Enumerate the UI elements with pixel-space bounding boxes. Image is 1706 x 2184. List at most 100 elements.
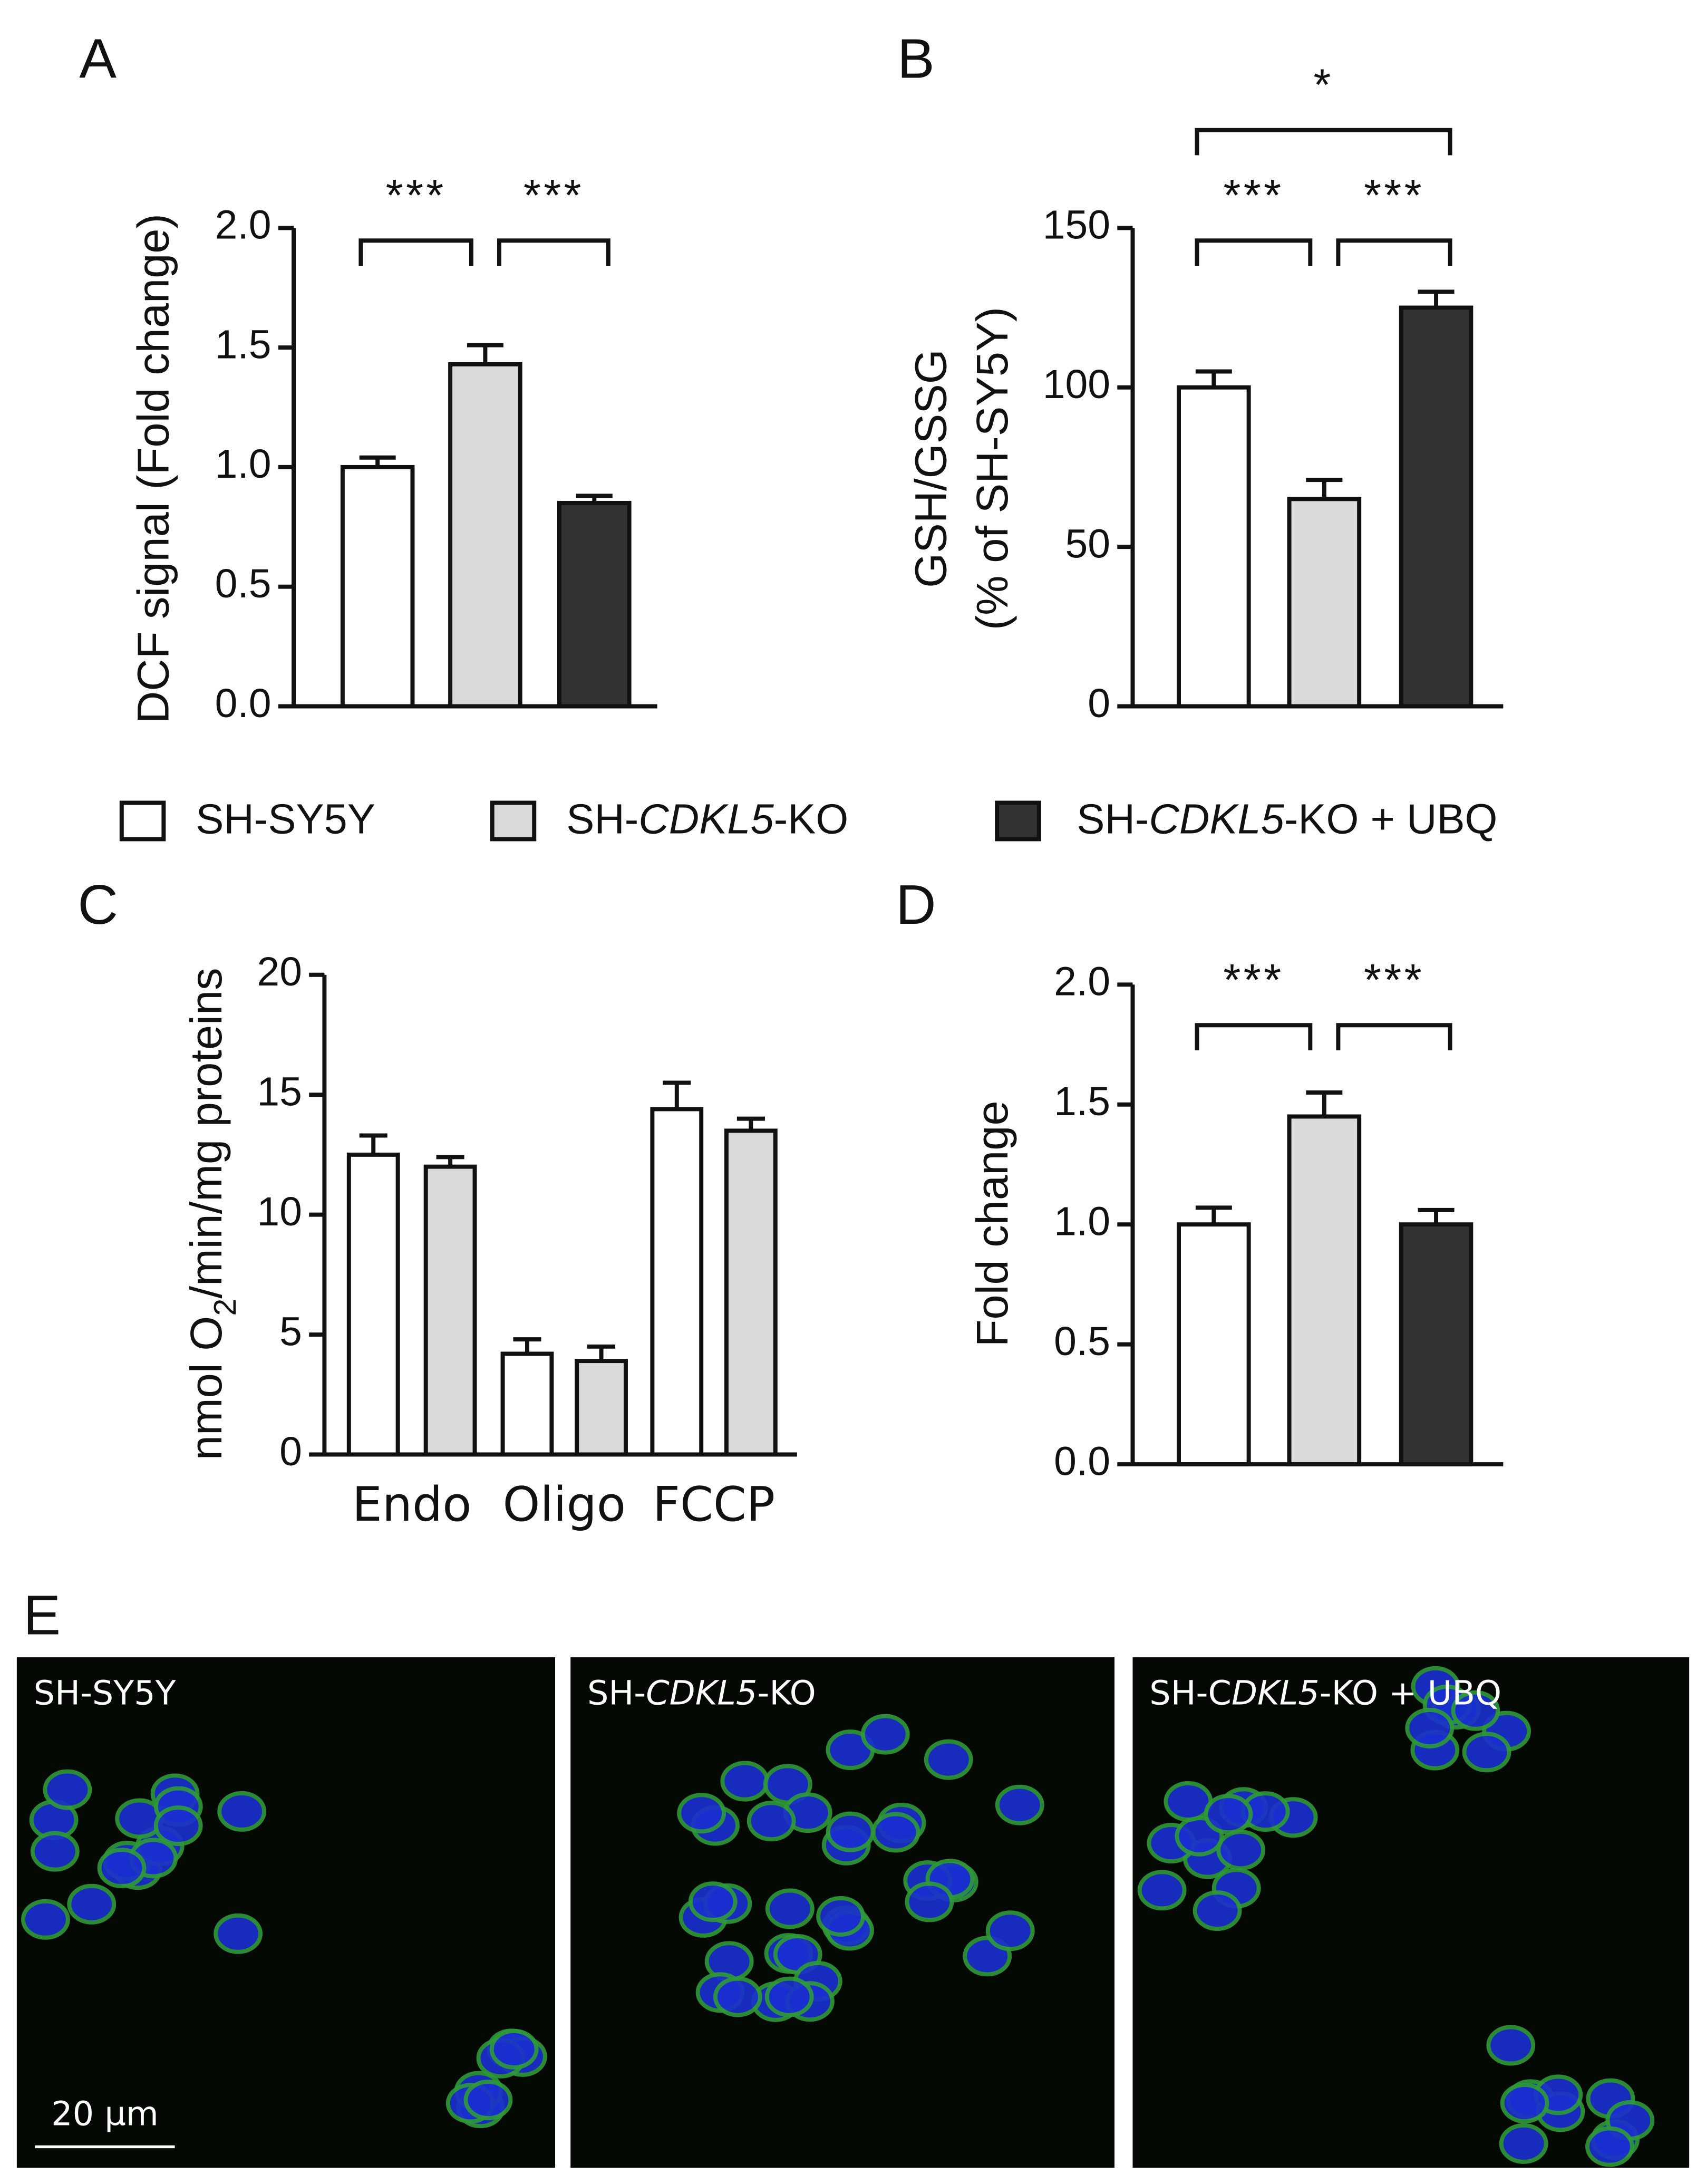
- image-label: SH-CDKL5-KO + UBQ: [1149, 1674, 1501, 1713]
- panel-letter: A: [79, 27, 117, 90]
- text-part: 2: [207, 1299, 243, 1316]
- error-bar: [587, 1344, 616, 1361]
- bar: [650, 1107, 704, 1457]
- significance-label: ***: [1364, 954, 1424, 1004]
- axes: [292, 228, 657, 709]
- text-part: -KO + UBQ: [1320, 1674, 1501, 1713]
- significance-label: ***: [386, 170, 447, 220]
- axes: [1130, 228, 1504, 709]
- panel-letter: E: [23, 1584, 61, 1647]
- bar: [575, 1359, 628, 1457]
- bar: [1287, 1114, 1362, 1467]
- legend-label: SH-CDKL5-KO + UBQ: [1077, 796, 1497, 843]
- text-part: SH-: [587, 1674, 646, 1713]
- legend-swatch: [995, 800, 1041, 842]
- image-label: SH-SY5Y: [34, 1674, 176, 1713]
- cell: [720, 1761, 770, 1802]
- y-tick-label: 100: [1043, 362, 1110, 407]
- cell: [1499, 2123, 1548, 2164]
- text-part: CDKL5: [646, 1674, 757, 1713]
- error-bar: [467, 343, 503, 364]
- significance-bracket: [358, 238, 473, 266]
- y-tick-label: 10: [257, 1189, 302, 1234]
- y-axis-label: (% of SH-SY5Y): [967, 307, 1017, 630]
- significance-bracket: [1195, 128, 1452, 156]
- y-tick-label: 150: [1043, 202, 1110, 248]
- text-part: SH-SY5Y: [196, 796, 375, 843]
- y-axis-label: DCF signal (Fold change): [128, 214, 178, 723]
- cell: [1486, 2025, 1536, 2066]
- text-part: -KO: [757, 1674, 816, 1713]
- error-bar: [359, 1133, 387, 1155]
- cell: [1193, 1890, 1242, 1931]
- legend-swatch: [119, 800, 166, 842]
- legend-label: SH-SY5Y: [196, 796, 375, 843]
- y-tick-label: 5: [279, 1309, 302, 1354]
- bar: [1177, 385, 1251, 709]
- y-tick-label: 50: [1065, 521, 1110, 566]
- error-bar: [1195, 369, 1232, 388]
- significance-label: *: [1313, 60, 1333, 110]
- error-bar: [1418, 1207, 1455, 1225]
- significance-bracket: [1336, 238, 1452, 266]
- cell: [688, 1881, 738, 1922]
- cell: [765, 1888, 815, 1929]
- cell: [677, 1793, 726, 1834]
- legend-label: SH-CDKL5-KO: [566, 796, 848, 843]
- y-tick-label: 0.0: [1054, 1438, 1110, 1484]
- cell: [905, 1881, 954, 1922]
- cell: [747, 1801, 796, 1842]
- significance-bracket: [1336, 1023, 1452, 1050]
- cell: [860, 1714, 910, 1755]
- panel-letter: D: [896, 874, 936, 936]
- y-tick-label: 0.5: [215, 561, 272, 606]
- text-part: -KO: [774, 796, 848, 843]
- cell: [153, 1805, 203, 1847]
- cell: [924, 1739, 973, 1780]
- cell: [217, 1791, 267, 1832]
- bar: [500, 1351, 554, 1457]
- y-tick-label: 1.0: [1054, 1199, 1110, 1244]
- text-part: /min/mg proteins: [181, 968, 231, 1298]
- legend-swatch: [490, 800, 537, 842]
- y-axis-label: nmol O2/min/mg proteins: [181, 968, 243, 1460]
- bar: [1399, 305, 1474, 709]
- y-tick-label: 1.5: [215, 322, 272, 367]
- bar: [724, 1128, 778, 1457]
- cell: [463, 2080, 513, 2121]
- cell: [871, 1812, 920, 1853]
- cell: [489, 2028, 539, 2070]
- error-bar: [663, 1080, 691, 1109]
- y-tick-label: 15: [257, 1069, 302, 1114]
- significance-bracket: [1195, 1023, 1313, 1050]
- cell: [1137, 1870, 1187, 1911]
- cell: [1216, 1830, 1266, 1871]
- text-part: SH-: [566, 796, 638, 843]
- cell: [995, 1784, 1044, 1825]
- y-tick-label: 2.0: [215, 202, 272, 248]
- x-tick-label: FCCP: [653, 1477, 775, 1532]
- y-tick-label: 0: [279, 1429, 302, 1474]
- error-bar: [513, 1337, 541, 1354]
- cell: [1451, 1690, 1500, 1731]
- x-tick-label: Endo: [352, 1477, 472, 1532]
- error-bar: [1195, 1205, 1232, 1225]
- text-part: CDKL5: [1149, 796, 1284, 843]
- cell: [43, 1769, 92, 1810]
- text-part: -KO + UBQ: [1284, 796, 1498, 843]
- cell: [713, 1976, 762, 2017]
- cell: [826, 1811, 875, 1852]
- axes: [1130, 984, 1504, 1467]
- error-bar: [1306, 478, 1343, 499]
- cell: [97, 1848, 147, 1889]
- cell: [764, 1976, 814, 2017]
- error-bar: [1418, 289, 1455, 308]
- bar: [448, 362, 522, 709]
- y-tick-label: 0: [1088, 681, 1110, 726]
- significance-label: ***: [1364, 170, 1424, 220]
- cell: [30, 1831, 80, 1872]
- cell: [1462, 1732, 1511, 1773]
- text-part: CDKL5: [638, 796, 774, 843]
